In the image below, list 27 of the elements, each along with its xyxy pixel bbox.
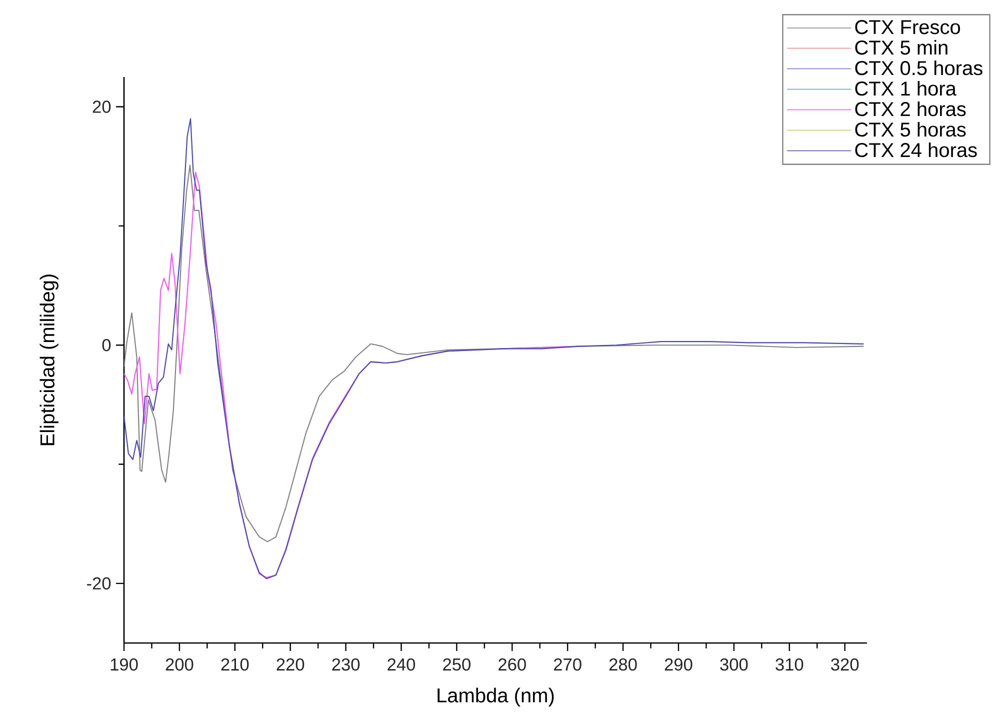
legend-label: CTX 0.5 horas [855, 60, 982, 76]
legend-label: CTX 24 horas [855, 142, 977, 158]
x-tick-label: 200 [166, 658, 194, 671]
x-tick-label: 290 [664, 658, 692, 671]
x-tick-label: 220 [276, 658, 304, 671]
x-axis-title: Lambda (nm) [438, 688, 554, 706]
legend-label: CTX Fresco [855, 20, 960, 34]
y-tick-label: 20 [92, 100, 111, 113]
x-tick-label: 250 [443, 658, 470, 671]
legend-label: CTX 5 horas [855, 122, 966, 137]
x-tick-label: 210 [221, 658, 249, 671]
x-tick-label: 270 [554, 658, 582, 671]
x-tick-label: 260 [498, 658, 526, 671]
x-tick-label: 320 [831, 658, 859, 671]
legend-label: CTX 1 hora [855, 80, 956, 96]
x-tick-label: 230 [332, 658, 360, 671]
legend-label: CTX 5 min [855, 40, 948, 55]
y-tick-label: -20 [87, 577, 111, 590]
x-tick-label: 240 [388, 658, 416, 671]
line-series [124, 164, 864, 542]
y-axis-title: Elipticidad (milideg) [40, 274, 58, 446]
x-tick-label: 300 [720, 658, 748, 671]
y-tick-label: 0 [102, 338, 111, 352]
legend-label: CTX 2 horas [855, 101, 966, 116]
x-tick-label: 280 [609, 658, 637, 671]
x-tick-label: 190 [110, 658, 138, 671]
x-tick-label: 310 [776, 658, 804, 671]
